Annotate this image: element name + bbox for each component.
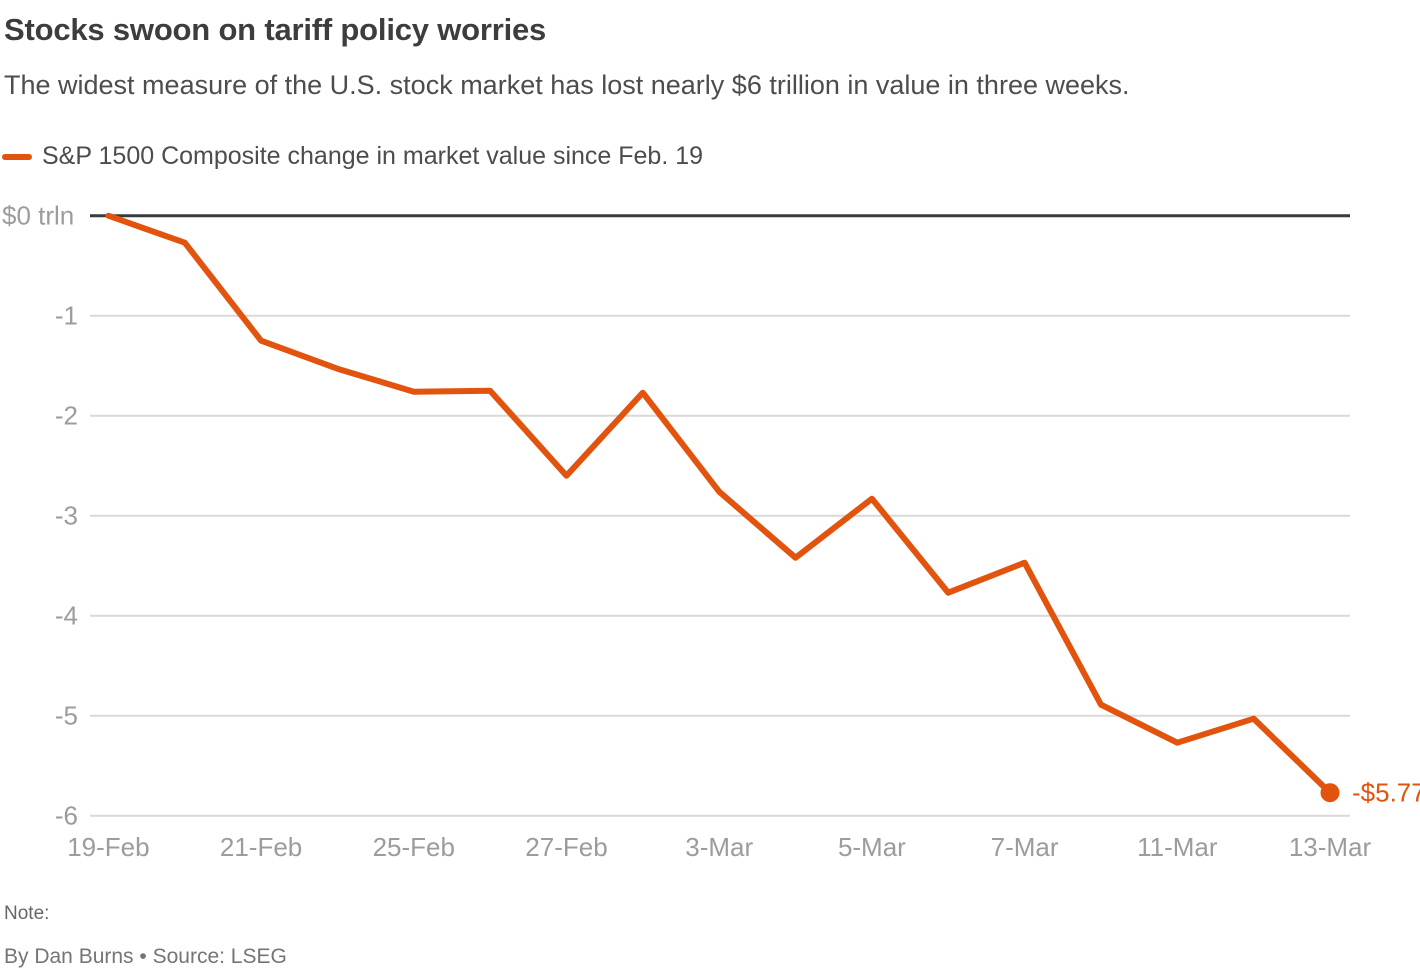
y-tick-label: -3: [55, 501, 78, 531]
chart-line: [105, 212, 1333, 796]
chart-end-dot: [1320, 783, 1340, 803]
legend: S&P 1500 Composite change in market valu…: [2, 142, 703, 171]
y-tick-label: -5: [55, 701, 78, 731]
x-tick-label: 21-Feb: [220, 832, 302, 862]
y-tick-label: $0 trln: [2, 201, 74, 231]
x-tick-label: 7-Mar: [991, 832, 1059, 862]
x-tick-label: 27-Feb: [525, 832, 607, 862]
chart-end-value-label: -$5.77: [1352, 778, 1420, 808]
y-tick-label: -2: [55, 401, 78, 431]
x-tick-label: 19-Feb: [67, 832, 149, 862]
y-tick-label: -4: [55, 601, 78, 631]
x-tick-label: 25-Feb: [373, 832, 455, 862]
x-tick-label: 3-Mar: [685, 832, 753, 862]
y-tick-label: -1: [55, 301, 78, 331]
chart-subtitle: The widest measure of the U.S. stock mar…: [4, 70, 1130, 100]
legend-label: S&P 1500 Composite change in market valu…: [42, 142, 704, 170]
chart-title: Stocks swoon on tariff policy worries: [4, 12, 547, 47]
y-tick-label: -6: [55, 801, 78, 831]
footer-byline: By Dan Burns • Source: LSEG: [4, 945, 287, 968]
x-tick-label: 5-Mar: [838, 832, 906, 862]
legend-line-swatch-icon: [2, 153, 32, 160]
footer-note-label: Note:: [4, 903, 50, 924]
x-tick-label: 11-Mar: [1137, 832, 1218, 862]
x-tick-label: 13-Mar: [1289, 832, 1372, 862]
